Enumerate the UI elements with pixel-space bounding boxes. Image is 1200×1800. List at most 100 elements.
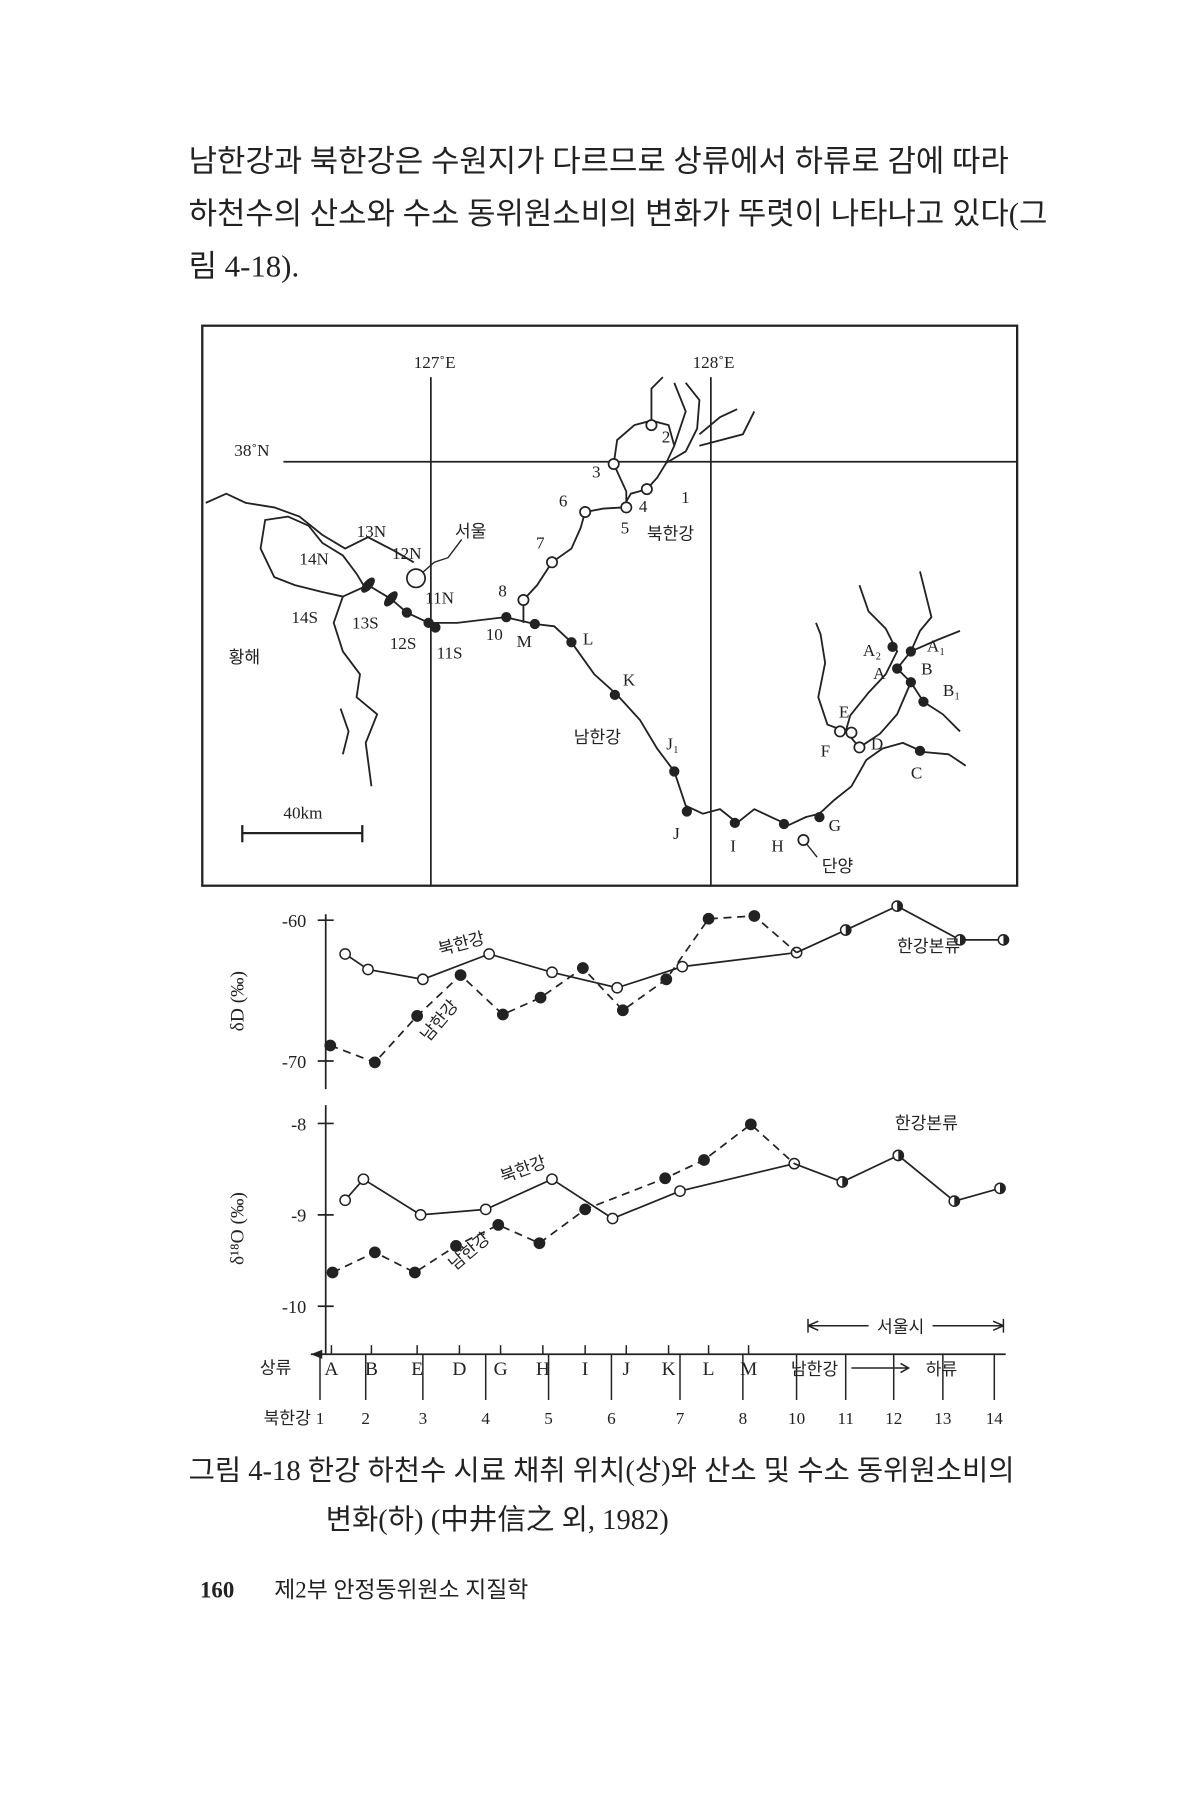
sample-site — [681, 806, 692, 817]
sample-site — [918, 696, 929, 707]
map-label: 12N — [392, 544, 422, 563]
x-tick-label: H — [536, 1359, 550, 1380]
map-label: B₁ — [943, 681, 960, 700]
map-label: H — [771, 836, 783, 855]
marker-half — [1003, 934, 1009, 946]
series-line — [329, 915, 798, 1064]
map-label: D — [871, 735, 883, 754]
sample-site — [778, 818, 790, 830]
data-point — [357, 1173, 370, 1186]
data-point — [576, 962, 589, 974]
river — [342, 584, 967, 827]
series-label: 한강본류 — [895, 1114, 958, 1133]
data-point — [339, 948, 352, 960]
x-tick-label: B — [365, 1359, 378, 1380]
data-point — [533, 1237, 546, 1250]
x-tick-label: M — [740, 1359, 757, 1380]
map-label: L — [583, 630, 593, 649]
sample-site — [401, 607, 412, 618]
map-label: 127˚E — [414, 353, 456, 372]
sample-site — [430, 622, 441, 633]
map-label: C — [911, 763, 922, 782]
data-point — [606, 1212, 619, 1225]
caption-line: 변화(하) (中井信之 외, 1982) — [326, 1504, 669, 1536]
map-label: 2 — [662, 427, 671, 446]
y-axis-label: δ¹⁸O (‰) — [227, 1192, 248, 1265]
marker-half — [960, 934, 966, 946]
data-point — [839, 924, 852, 936]
data-point — [479, 1203, 492, 1216]
map-label: M — [517, 632, 532, 651]
x-tick-label: 14 — [986, 1409, 1004, 1428]
x-tick-label: 8 — [739, 1409, 748, 1428]
y-tick-label: -10 — [282, 1297, 306, 1317]
data-point — [948, 1195, 961, 1208]
map-label: J₁ — [666, 735, 679, 754]
map-label: 11S — [437, 643, 463, 662]
y-tick-label: -8 — [291, 1114, 306, 1134]
coastline — [332, 596, 379, 787]
y-tick-label: -9 — [291, 1206, 306, 1226]
x-tick-label: D — [452, 1359, 466, 1380]
map-label: 13N — [357, 522, 387, 541]
data-point — [659, 1172, 672, 1185]
series-line — [344, 951, 797, 989]
data-point — [411, 1010, 424, 1022]
map-label: 6 — [559, 491, 568, 510]
arrow — [851, 1362, 911, 1374]
paragraph-line: 남한강과 북한강은 수원지가 다르므로 상류에서 하류로 감에 따라 — [189, 144, 1009, 178]
data-point — [997, 934, 1010, 946]
sample-site — [579, 506, 592, 518]
data-point — [414, 1208, 427, 1221]
data-point — [492, 1219, 505, 1231]
data-point — [891, 900, 904, 912]
map-label: 남한강 — [574, 728, 622, 747]
data-point — [676, 960, 689, 973]
x-tick-label: I — [582, 1359, 588, 1380]
data-point — [660, 973, 673, 986]
data-point — [579, 1203, 592, 1216]
map-label: I — [730, 836, 736, 855]
map-label: 7 — [536, 534, 545, 553]
map-label: 북한강 — [647, 524, 695, 543]
sample-site — [645, 419, 658, 432]
coastline — [259, 515, 365, 598]
series-label: 한강본류 — [897, 937, 960, 956]
data-point — [836, 1176, 849, 1188]
map-label: 38˚N — [234, 441, 269, 460]
x-tick-label: 1 — [316, 1409, 325, 1428]
x-tick-label: 11 — [837, 1409, 854, 1428]
data-point — [698, 1154, 710, 1166]
sample-site — [834, 725, 846, 738]
map-label: K — [623, 671, 636, 690]
sample-site — [609, 689, 620, 700]
data-point — [368, 1246, 381, 1259]
x-tick-label: L — [703, 1359, 715, 1380]
marker-half — [897, 900, 903, 912]
sample-site — [607, 458, 620, 470]
north-name: 북한강 — [264, 1409, 312, 1428]
map-label: A₂ — [863, 641, 881, 660]
map-label: 3 — [592, 463, 601, 482]
map-frame — [201, 324, 1019, 887]
x-tick-label: 3 — [419, 1409, 428, 1428]
map-label: 5 — [621, 519, 630, 538]
x-tick-label: 10 — [788, 1409, 805, 1428]
map-label: A₁ — [927, 636, 945, 655]
south-name: 남한강 — [791, 1360, 839, 1379]
map-label: 14S — [291, 608, 318, 627]
sample-site — [529, 618, 540, 630]
paragraph-line: 하천수의 산소와 수소 동위원소비의 변화가 뚜렷이 나타나고 있다(그 — [189, 197, 1048, 231]
marker-half — [842, 1176, 848, 1188]
data-point — [324, 1039, 337, 1052]
data-point — [994, 1182, 1006, 1195]
running-head: 제2부 안정동위원소 지질학 — [274, 1578, 528, 1603]
data-point — [744, 1118, 757, 1131]
map-label: 10 — [486, 625, 503, 644]
data-point — [546, 1173, 558, 1186]
data-point — [326, 1266, 339, 1279]
sample-site — [729, 817, 740, 828]
